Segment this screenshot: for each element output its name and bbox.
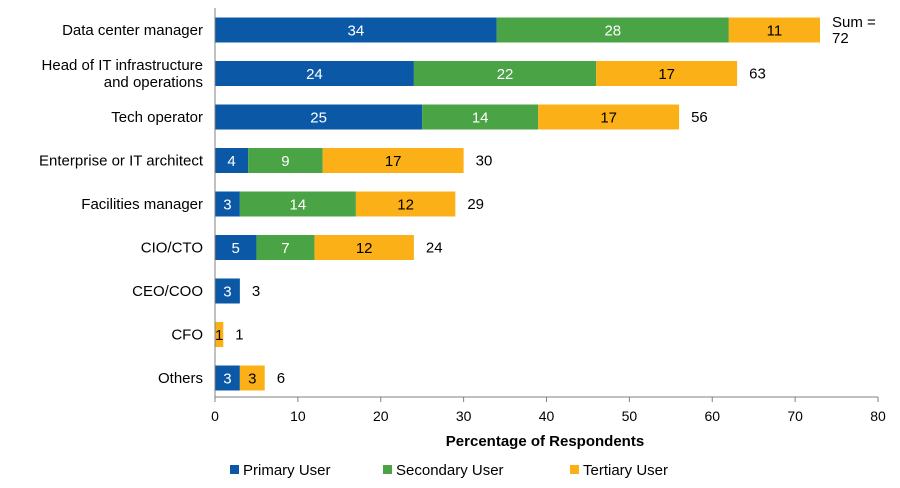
bar-value-label: 7 [281, 240, 289, 257]
x-axis: 0 10 20 30 40 50 60 70 80 [211, 8, 886, 424]
bar-value-label: 3 [223, 284, 231, 301]
bar-total-label: Sum = [832, 14, 876, 31]
bar-total-label: 6 [277, 370, 285, 387]
bar-total-label: 63 [749, 66, 766, 83]
bar-total-label: 30 [476, 153, 493, 170]
bar-value-label: 3 [223, 197, 231, 214]
category-label: CEO/COO [132, 283, 203, 300]
bar-segment [256, 235, 315, 260]
bar-segment [215, 278, 240, 304]
bar-segment [215, 17, 497, 43]
category-label: and operations [104, 74, 203, 91]
bar-value-label: 24 [306, 66, 323, 83]
x-tick-label: 80 [870, 408, 886, 424]
bar-segment [248, 148, 323, 173]
bar-value-label: 3 [223, 371, 231, 388]
bar-value-label: 22 [497, 66, 514, 83]
bar-value-label: 14 [472, 110, 489, 127]
bar-segment [215, 104, 423, 130]
bar-value-label: 34 [348, 23, 365, 40]
bar-segment [215, 191, 240, 217]
bar-total-label: 29 [467, 196, 484, 213]
bar-value-label: 17 [600, 110, 617, 127]
bar-total-label: 24 [426, 240, 443, 257]
x-tick-label: 70 [787, 408, 803, 424]
category-labels: Data center manager Head of IT infrastruc… [39, 22, 204, 387]
bar-value-label: 1 [215, 327, 223, 344]
bar-segment [239, 191, 356, 217]
legend-swatch [383, 465, 392, 474]
bar-total-label: 72 [832, 30, 849, 47]
bar-segment [215, 61, 414, 86]
legend-label: Primary User [243, 462, 331, 479]
category-label: Others [158, 370, 203, 387]
bar-value-label: 14 [290, 197, 307, 214]
bar-segment [728, 17, 820, 43]
legend-swatch [570, 465, 579, 474]
bar-segment [496, 17, 729, 43]
bar-segment [422, 104, 539, 130]
category-label: Tech operator [111, 109, 203, 126]
bar-total-label: 1 [235, 327, 243, 344]
bar-value-label: 5 [232, 240, 240, 257]
bar-segment [215, 365, 240, 391]
bar-segment [314, 235, 414, 260]
x-tick-label: 40 [539, 408, 555, 424]
bar-value-label: 17 [385, 153, 402, 170]
legend-swatch [230, 465, 239, 474]
bar-segment [538, 104, 680, 130]
category-label: CFO [171, 327, 203, 344]
bar-value-label: 4 [227, 153, 235, 170]
bar-value-label: 12 [356, 240, 373, 257]
category-label: Data center manager [62, 22, 203, 39]
bar-value-label: 25 [310, 110, 327, 127]
legend-label: Tertiary User [583, 462, 668, 479]
bar-segment [239, 365, 265, 391]
category-label: Enterprise or IT architect [39, 153, 204, 170]
bar-value-label: 3 [248, 371, 256, 388]
x-tick-label: 0 [211, 408, 219, 424]
category-label: CIO/CTO [141, 240, 203, 257]
bar-segment [215, 322, 224, 347]
bar-segment [215, 235, 257, 260]
bar-segment [596, 61, 738, 86]
legend: Primary User Secondary User Tertiary User [230, 462, 668, 479]
x-tick-label: 60 [704, 408, 720, 424]
bar-segment [215, 148, 249, 173]
category-label: Head of IT infrastructure [42, 57, 203, 74]
bar-value-label: 9 [281, 153, 289, 170]
x-axis-title: Percentage of Respondents [446, 433, 644, 450]
x-tick-label: 50 [622, 408, 638, 424]
x-tick-label: 20 [373, 408, 389, 424]
bar-value-label: 11 [767, 23, 783, 40]
bar-segment [322, 148, 464, 173]
bar-total-label: 56 [691, 109, 708, 126]
bar-value-label: 12 [397, 197, 414, 214]
category-label: Facilities manager [81, 196, 203, 213]
bar-segment [355, 191, 456, 217]
x-tick-label: 30 [456, 408, 472, 424]
bar-segment [413, 61, 597, 86]
x-tick-label: 10 [290, 408, 306, 424]
bar-value-label: 17 [658, 66, 675, 83]
legend-label: Secondary User [396, 462, 504, 479]
bar-value-label: 28 [604, 23, 621, 40]
bar-total-label: 3 [252, 283, 260, 300]
